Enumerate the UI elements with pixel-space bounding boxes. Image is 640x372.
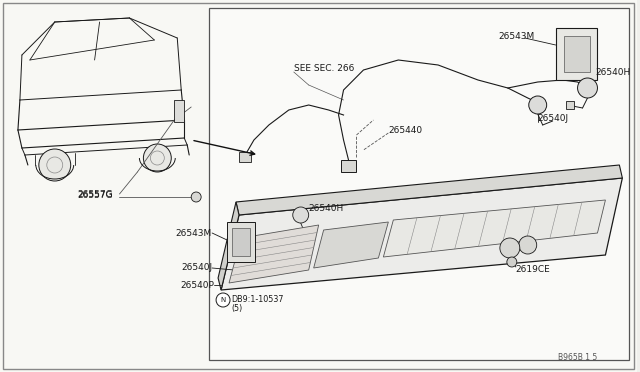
Bar (227, 222, 255, 262)
Circle shape (292, 207, 308, 223)
Polygon shape (229, 225, 319, 283)
Text: 26540J: 26540J (538, 113, 569, 122)
Bar (340, 160, 356, 172)
Text: 2619CE: 2619CE (516, 266, 550, 275)
Bar (556, 28, 598, 80)
Text: 26543M: 26543M (498, 32, 534, 41)
Circle shape (500, 238, 520, 258)
Text: 26540H: 26540H (595, 67, 631, 77)
Polygon shape (383, 200, 605, 257)
Bar (174, 100, 184, 122)
Polygon shape (236, 165, 622, 215)
Circle shape (529, 96, 547, 114)
Text: 26540J: 26540J (181, 263, 212, 273)
Polygon shape (218, 202, 239, 290)
Text: 265440: 265440 (388, 125, 422, 135)
Circle shape (507, 257, 517, 267)
Text: 26557G: 26557G (77, 189, 113, 199)
Bar (239, 152, 251, 162)
Bar (564, 36, 589, 72)
Text: B965B 1 5: B965B 1 5 (557, 353, 597, 362)
Text: 26543M: 26543M (176, 228, 212, 237)
Circle shape (191, 192, 201, 202)
Polygon shape (221, 178, 622, 290)
Circle shape (519, 236, 537, 254)
Circle shape (39, 149, 70, 181)
Bar (566, 101, 573, 109)
Text: DB9:1-10537: DB9:1-10537 (231, 295, 284, 305)
Text: SEE SEC. 266: SEE SEC. 266 (294, 64, 354, 73)
Circle shape (143, 144, 172, 172)
Text: N: N (220, 297, 226, 303)
Circle shape (577, 78, 598, 98)
Text: 26557G: 26557G (77, 190, 113, 199)
Text: (5): (5) (231, 304, 243, 312)
Text: 26540H: 26540H (308, 203, 344, 212)
Circle shape (216, 293, 230, 307)
Bar (232, 228, 250, 256)
Text: 26540P: 26540P (180, 280, 214, 289)
Bar (209, 8, 629, 360)
Polygon shape (314, 222, 388, 268)
